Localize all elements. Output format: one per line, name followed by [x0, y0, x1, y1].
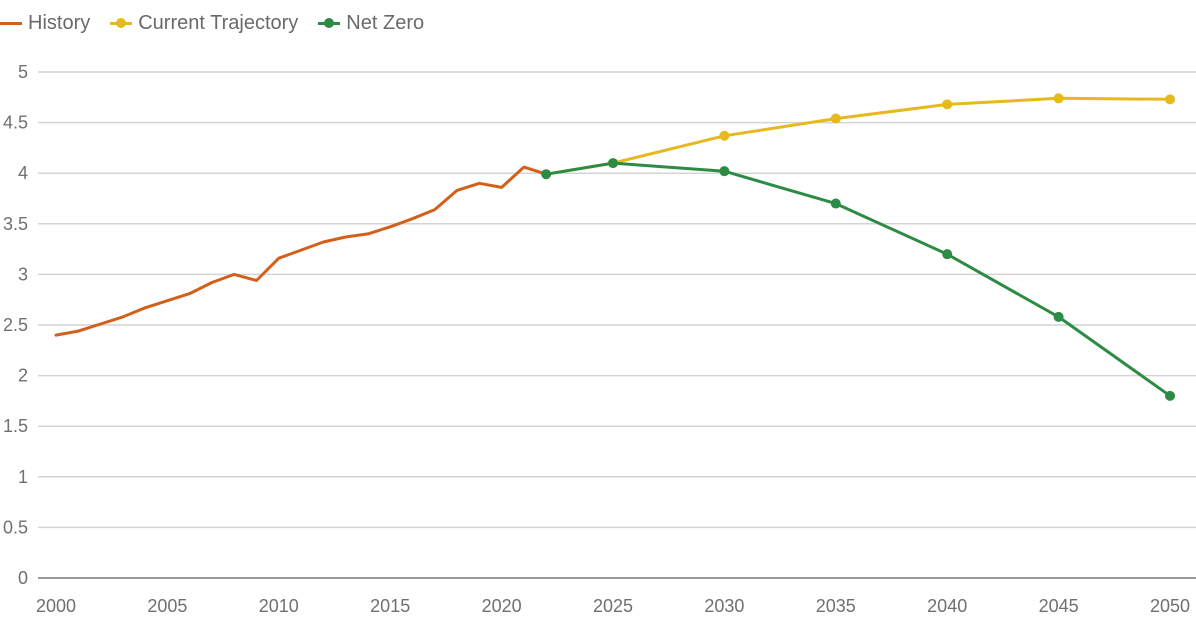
data-point-net-zero[interactable] — [541, 169, 552, 180]
x-axis-tick-labels: 2000 2005 2010 2015 2020 2025 2030 2035 2040 2045… — [36, 596, 1190, 616]
x-tick-label: 2035 — [816, 596, 856, 616]
x-tick-label: 2040 — [927, 596, 967, 616]
x-tick-label: 2000 — [36, 596, 76, 616]
data-point-current-trajectory[interactable] — [719, 130, 730, 141]
data-point-current-trajectory[interactable] — [1165, 94, 1175, 105]
y-tick-label: 0.5 — [3, 517, 28, 537]
x-tick-label: 2015 — [370, 596, 410, 616]
legend-dot-net-zero — [324, 18, 335, 28]
x-tick-label: 2025 — [593, 596, 633, 616]
series-line-history — [54, 165, 548, 337]
y-axis-tick-labels: 0 0.5 1 1.5 2 2.5 3 3.5 4 4.5 5 — [3, 62, 28, 588]
y-tick-label: 0 — [18, 568, 28, 588]
x-tick-label: 2050 — [1150, 596, 1190, 616]
legend-label-history: History — [28, 11, 91, 34]
y-tick-label: 5 — [18, 62, 28, 82]
plot-series — [54, 93, 1175, 401]
legend-dot-current-trajectory — [116, 18, 127, 28]
legend-label-net-zero: Net Zero — [346, 11, 425, 34]
legend-line-history — [0, 22, 22, 25]
data-point-net-zero[interactable] — [830, 198, 841, 209]
legend-swatch-history — [0, 16, 22, 30]
series-line-net-zero — [544, 161, 1172, 398]
x-tick-label: 2030 — [704, 596, 744, 616]
data-point-current-trajectory[interactable] — [830, 113, 841, 124]
y-tick-label: 2.5 — [3, 315, 28, 335]
y-tick-label: 1 — [18, 467, 28, 487]
x-tick-label: 2020 — [482, 596, 522, 616]
legend-item-current-trajectory[interactable]: Current Trajectory — [110, 12, 298, 35]
y-tick-label: 2 — [18, 366, 28, 386]
legend-label-current-trajectory: Current Trajectory — [138, 11, 299, 34]
series-line-current-trajectory — [544, 96, 1172, 176]
chart-legend: History Current Trajectory Net Zero — [0, 9, 444, 37]
data-point-net-zero[interactable] — [1165, 390, 1175, 401]
legend-swatch-net-zero — [318, 16, 341, 30]
y-tick-label: 4.5 — [3, 113, 28, 133]
legend-item-history[interactable]: History — [0, 12, 90, 35]
x-tick-label: 2005 — [147, 596, 187, 616]
legend-item-net-zero[interactable]: Net Zero — [318, 12, 424, 35]
y-tick-label: 1.5 — [3, 416, 28, 436]
data-point-current-trajectory[interactable] — [942, 99, 953, 110]
y-tick-label: 4 — [18, 163, 28, 183]
x-tick-label: 2045 — [1039, 596, 1079, 616]
legend-swatch-current-trajectory — [110, 16, 133, 30]
data-point-current-trajectory[interactable] — [1053, 93, 1064, 104]
y-tick-label: 3 — [18, 264, 28, 284]
gridlines — [38, 71, 1196, 579]
y-tick-label: 3.5 — [3, 214, 28, 234]
data-point-net-zero[interactable] — [719, 166, 730, 177]
data-point-net-zero[interactable] — [942, 249, 953, 260]
x-tick-label: 2010 — [259, 596, 299, 616]
data-point-net-zero[interactable] — [1053, 311, 1064, 322]
data-point-net-zero[interactable] — [608, 158, 618, 169]
